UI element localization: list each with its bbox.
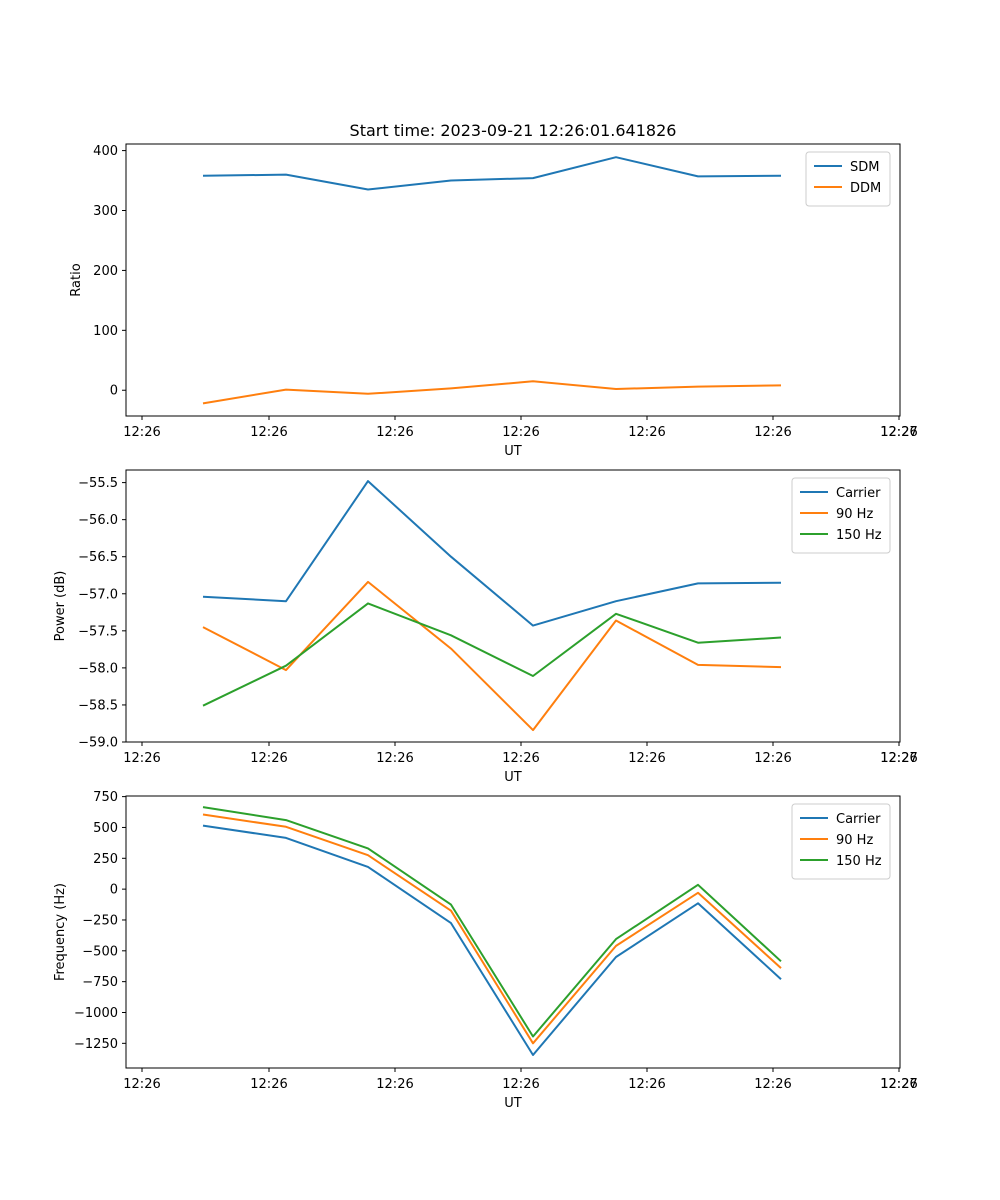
y-tick-label: 200 bbox=[93, 264, 118, 279]
plot-frame bbox=[125, 795, 901, 1069]
x-tick-label: 12:26 bbox=[250, 751, 287, 766]
x-tick-label: 12:26 bbox=[123, 425, 160, 440]
legend-label: SDM bbox=[850, 160, 879, 175]
x-axis-label: UT bbox=[504, 770, 522, 785]
legend: Carrier 90 Hz 150 Hz bbox=[791, 477, 891, 554]
x-tick-label: 12:26 bbox=[376, 751, 413, 766]
x-tick-label: 12:26 bbox=[754, 1077, 791, 1092]
y-tick-label: 750 bbox=[93, 790, 118, 805]
series-line-90-hz bbox=[202, 813, 782, 1045]
y-tick-label: −57.0 bbox=[78, 587, 118, 602]
legend-label: 150 Hz bbox=[836, 528, 882, 543]
x-tick-label: 12:26 bbox=[502, 425, 539, 440]
series-line-150-hz bbox=[202, 806, 782, 1038]
x-tick-label: 12:26 bbox=[754, 425, 791, 440]
y-tick-label: −59.0 bbox=[78, 736, 118, 751]
chart-panel-1: 12:26 12:26 12:26 12:26 12:26 12:26 12:2612:27… bbox=[69, 143, 918, 459]
x-axis-label: UT bbox=[504, 1096, 522, 1111]
y-tick-label: −58.0 bbox=[78, 661, 118, 676]
legend-label: 150 Hz bbox=[836, 854, 882, 869]
x-tick-label: 12:27 bbox=[880, 1077, 917, 1092]
figure-title: Start time: 2023-09-21 12:26:01.641826 bbox=[350, 121, 677, 140]
x-tick-label: 12:26 bbox=[754, 751, 791, 766]
y-tick-label: −58.5 bbox=[78, 698, 118, 713]
x-tick-label: 12:26 bbox=[250, 1077, 287, 1092]
y-tick-label: 100 bbox=[93, 324, 118, 339]
x-tick-label: 12:26 bbox=[502, 1077, 539, 1092]
y-tick-label: 500 bbox=[93, 821, 118, 836]
y-tick-label: −750 bbox=[82, 975, 118, 990]
x-tick-label: 12:26 bbox=[628, 751, 665, 766]
series-line-150-hz bbox=[202, 602, 782, 707]
plot-frame bbox=[125, 469, 901, 743]
y-tick-label: −55.5 bbox=[78, 476, 118, 491]
y-tick-label: −500 bbox=[82, 944, 118, 959]
y-tick-label: 250 bbox=[93, 852, 118, 867]
series-line-sdm bbox=[202, 156, 782, 191]
legend-label: Carrier bbox=[836, 486, 881, 501]
y-tick-label: 0 bbox=[110, 384, 118, 399]
y-tick-label: 300 bbox=[93, 204, 118, 219]
x-tick-label: 12:26 bbox=[880, 751, 917, 766]
x-tick-label: 12:26 bbox=[502, 751, 539, 766]
legend-label: Carrier bbox=[836, 812, 881, 827]
x-tick-label: 12:26 bbox=[250, 425, 287, 440]
legend: SDM DDM bbox=[805, 151, 891, 207]
y-tick-label: −57.5 bbox=[78, 624, 118, 639]
legend: Carrier 90 Hz 150 Hz bbox=[791, 803, 891, 880]
y-tick-label: −56.0 bbox=[78, 513, 118, 528]
y-tick-label: −1250 bbox=[74, 1037, 118, 1052]
legend-label: 90 Hz bbox=[836, 833, 873, 848]
x-tick-label: 12:26 bbox=[123, 1077, 160, 1092]
x-tick-label: 12:26 bbox=[880, 425, 917, 440]
y-tick-label: 0 bbox=[110, 883, 118, 898]
y-tick-label: −250 bbox=[82, 913, 118, 928]
x-tick-label: 12:26 bbox=[628, 1077, 665, 1092]
x-axis-label: UT bbox=[504, 444, 522, 459]
y-axis-label: Power (dB) bbox=[53, 571, 68, 642]
chart-panel-3: 12:26 12:26 12:26 12:26 12:26 12:26 12:2612:27… bbox=[53, 790, 918, 1111]
x-tick-label: 12:27 bbox=[880, 425, 917, 440]
legend-label: DDM bbox=[850, 181, 881, 196]
series-line-ddm bbox=[202, 380, 782, 405]
x-tick-label: 12:26 bbox=[376, 425, 413, 440]
series-line-carrier bbox=[202, 480, 782, 627]
y-tick-label: −1000 bbox=[74, 1006, 118, 1021]
x-tick-label: 12:26 bbox=[123, 751, 160, 766]
y-tick-label: −56.5 bbox=[78, 550, 118, 565]
x-tick-label: 12:26 bbox=[376, 1077, 413, 1092]
chart-panel-2: 12:26 12:26 12:26 12:26 12:26 12:26 12:2612:27… bbox=[53, 469, 918, 785]
y-axis-label: Ratio bbox=[69, 263, 84, 296]
x-tick-label: 12:27 bbox=[880, 751, 917, 766]
y-axis-label: Frequency (Hz) bbox=[53, 883, 68, 981]
x-tick-label: 12:26 bbox=[880, 1077, 917, 1092]
y-tick-label: 400 bbox=[93, 144, 118, 159]
legend-label: 90 Hz bbox=[836, 507, 873, 522]
plot-frame bbox=[125, 143, 901, 417]
charts-container: 12:26 12:26 12:26 12:26 12:26 12:26 12:2612:27… bbox=[53, 143, 918, 1111]
x-tick-label: 12:26 bbox=[628, 425, 665, 440]
series-line-carrier bbox=[202, 824, 782, 1056]
